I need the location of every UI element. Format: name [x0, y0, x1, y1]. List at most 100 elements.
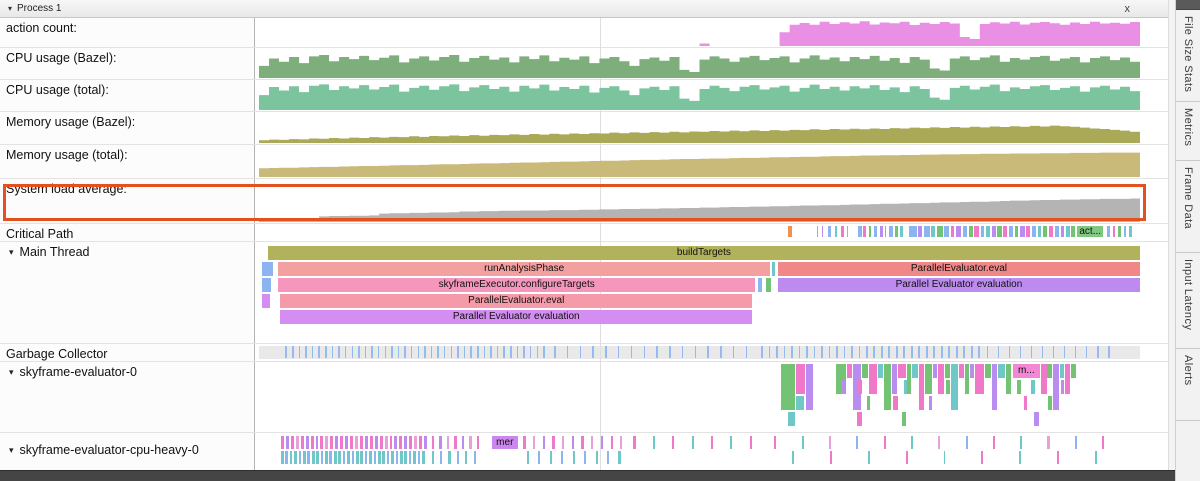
trace-slice[interactable]	[843, 346, 846, 358]
trace-slice[interactable]	[1023, 396, 1028, 410]
trace-slice[interactable]	[483, 346, 486, 358]
trace-slice[interactable]	[335, 436, 339, 449]
trace-slice[interactable]	[446, 436, 450, 449]
trace-slice[interactable]	[707, 346, 709, 358]
tab-input-latency[interactable]: Input Latency	[1176, 253, 1200, 349]
trace-slice[interactable]	[516, 346, 519, 358]
garbage-collector-track[interactable]	[255, 344, 1168, 361]
trace-slice[interactable]	[888, 226, 893, 237]
trace-slice[interactable]	[351, 346, 353, 358]
trace-slice[interactable]	[562, 436, 565, 449]
trace-slice[interactable]	[1020, 436, 1023, 449]
trace-slice[interactable]	[404, 451, 407, 464]
trace-span[interactable]: Parallel Evaluator evaluation	[280, 310, 753, 324]
trace-slice[interactable]	[633, 436, 636, 449]
close-button[interactable]: x	[1124, 2, 1131, 15]
trace-slice[interactable]	[1054, 226, 1059, 237]
trace-slice[interactable]	[261, 278, 272, 292]
trace-slice[interactable]	[868, 364, 878, 394]
trace-slice[interactable]	[523, 436, 526, 449]
trace-slice[interactable]	[384, 436, 388, 449]
trace-slice[interactable]	[1030, 380, 1036, 394]
trace-slice[interactable]	[681, 346, 684, 358]
trace-slice[interactable]	[338, 451, 341, 464]
trace-slice[interactable]	[618, 451, 621, 464]
trace-slice[interactable]	[360, 451, 363, 464]
trace-slice[interactable]	[359, 436, 363, 449]
trace-slice[interactable]	[364, 451, 368, 464]
trace-slice[interactable]	[1060, 226, 1065, 237]
trace-slice[interactable]	[417, 451, 421, 464]
track-row-cpu-bazel[interactable]: CPU usage (Bazel):	[0, 48, 1168, 80]
trace-slice[interactable]	[591, 436, 594, 449]
trace-slice[interactable]	[1026, 226, 1030, 237]
trace-slice[interactable]	[384, 346, 387, 358]
main-thread-canvas[interactable]: buildTargets runAnalysisPhase ParallelEval…	[259, 242, 1140, 343]
track-row-mem-bazel[interactable]: Memory usage (Bazel):	[0, 112, 1168, 145]
trace-slice[interactable]	[1063, 346, 1066, 358]
trace-slice[interactable]	[285, 346, 287, 358]
trace-slice[interactable]	[439, 436, 442, 449]
trace-slice[interactable]	[732, 346, 735, 358]
skyframe-evaluator-cpu-heavy-0-track[interactable]: mer	[255, 433, 1168, 470]
trace-slice[interactable]	[465, 451, 468, 464]
tab-file-size-stats[interactable]: File Size Stats	[1176, 10, 1200, 102]
trace-slice[interactable]	[1008, 226, 1014, 237]
trace-slice[interactable]	[510, 346, 512, 358]
trace-slice[interactable]	[867, 451, 870, 464]
trace-slice[interactable]	[281, 451, 284, 464]
trace-slice[interactable]	[338, 346, 340, 358]
trace-slice[interactable]	[857, 412, 862, 426]
trace-slice[interactable]	[261, 294, 271, 308]
trace-slice[interactable]	[829, 451, 832, 464]
trace-slice[interactable]	[771, 262, 776, 276]
trace-slice[interactable]	[1085, 346, 1088, 358]
trace-slice[interactable]	[1047, 364, 1052, 378]
trace-slice[interactable]	[911, 364, 918, 378]
trace-slice[interactable]	[997, 346, 1000, 358]
trace-slice[interactable]	[791, 346, 793, 358]
trace-slice[interactable]	[610, 436, 613, 449]
trace-slice[interactable]	[305, 346, 307, 358]
trace-slice[interactable]	[444, 346, 446, 358]
trace-slice[interactable]	[852, 364, 861, 410]
trace-slice[interactable]	[377, 346, 380, 358]
trace-slice[interactable]	[1052, 346, 1055, 358]
trace-slice[interactable]	[851, 346, 853, 358]
trace-slice[interactable]	[900, 226, 903, 237]
trace-slice[interactable]	[943, 451, 946, 464]
trace-slice[interactable]	[347, 451, 350, 464]
trace-slice[interactable]	[292, 346, 294, 358]
trace-slice[interactable]	[554, 346, 556, 358]
trace-slice[interactable]	[1019, 346, 1022, 358]
trace-slice[interactable]	[1107, 346, 1110, 358]
trace-slice[interactable]	[903, 380, 908, 394]
skyframe-evaluator-0-canvas[interactable]: m...	[259, 362, 1140, 432]
trace-span[interactable]: skyframeExecutor.configureTargets	[278, 278, 755, 292]
trace-slice[interactable]	[538, 451, 541, 464]
trace-slice[interactable]	[566, 346, 569, 358]
trace-slice[interactable]	[846, 226, 849, 237]
trace-slice[interactable]	[333, 451, 337, 464]
track-row-action-count[interactable]: action count:	[0, 18, 1168, 48]
trace-slice[interactable]	[543, 346, 545, 358]
trace-slice[interactable]	[409, 436, 413, 449]
mem-bazel-chart[interactable]	[259, 115, 1140, 143]
expand-arrow-icon[interactable]: ▾	[9, 247, 14, 257]
trace-slice[interactable]	[1057, 451, 1060, 464]
trace-slice[interactable]	[888, 346, 891, 358]
trace-slice[interactable]	[318, 346, 320, 358]
trace-slice[interactable]	[448, 451, 451, 464]
trace-slice[interactable]	[873, 346, 876, 358]
trace-slice[interactable]	[606, 451, 610, 464]
trace-slice[interactable]	[928, 396, 933, 410]
trace-slice[interactable]	[710, 436, 714, 449]
trace-slice[interactable]	[925, 346, 928, 358]
trace-slice[interactable]	[918, 346, 921, 358]
trace-slice[interactable]	[883, 364, 891, 410]
trace-span[interactable]: ParallelEvaluator.eval	[280, 294, 753, 308]
trace-slice[interactable]	[350, 436, 353, 449]
trace-slice[interactable]	[643, 346, 646, 358]
trace-slice[interactable]	[873, 226, 878, 237]
trace-slice[interactable]	[806, 364, 814, 410]
